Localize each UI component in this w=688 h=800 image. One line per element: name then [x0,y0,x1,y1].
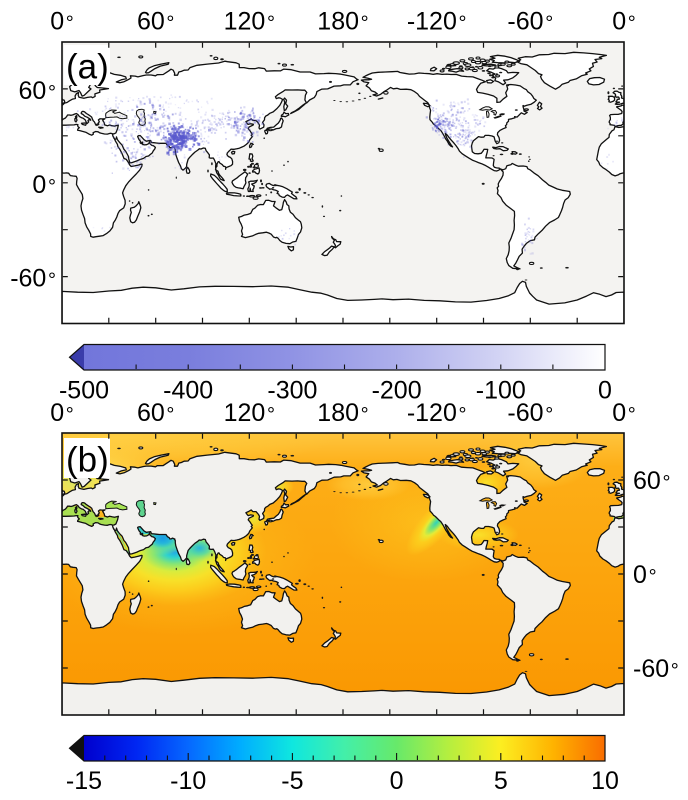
svg-text:(a): (a) [66,48,109,87]
svg-text:60 °: 60 ° [137,399,174,427]
svg-text:0: 0 [598,377,612,405]
svg-text:-120 °: -120 ° [407,399,467,427]
svg-text:-100: -100 [476,377,526,405]
svg-text:60 °: 60 ° [19,77,56,105]
svg-text:-300: -300 [267,377,317,405]
svg-text:-10: -10 [170,767,206,795]
svg-text:0: 0 [390,767,404,795]
svg-text:(b): (b) [66,441,109,480]
svg-text:-15: -15 [66,767,102,795]
svg-text:-60 °: -60 ° [507,399,553,427]
svg-text:180 °: 180 ° [317,399,368,427]
svg-text:-60 °: -60 ° [633,655,679,683]
svg-text:180 °: 180 ° [317,8,368,36]
svg-text:60 °: 60 ° [137,8,174,36]
svg-text:-60 °: -60 ° [507,8,553,36]
svg-text:-5: -5 [281,767,303,795]
svg-text:-120 °: -120 ° [407,8,467,36]
svg-text:0 °: 0 ° [50,399,74,427]
svg-text:0 °: 0 ° [50,8,74,36]
svg-text:-200: -200 [372,377,422,405]
svg-text:0 °: 0 ° [612,8,636,36]
svg-text:120 °: 120 ° [224,8,275,36]
svg-text:120 °: 120 ° [224,399,275,427]
svg-text:0 °: 0 ° [612,399,636,427]
svg-text:60 °: 60 ° [633,467,670,495]
svg-text:-500: -500 [59,377,109,405]
svg-text:-60 °: -60 ° [10,265,56,293]
svg-text:10: 10 [591,767,619,795]
svg-text:5: 5 [494,767,508,795]
svg-text:-400: -400 [163,377,213,405]
svg-text:0 °: 0 ° [32,171,56,199]
svg-text:0 °: 0 ° [633,561,657,589]
